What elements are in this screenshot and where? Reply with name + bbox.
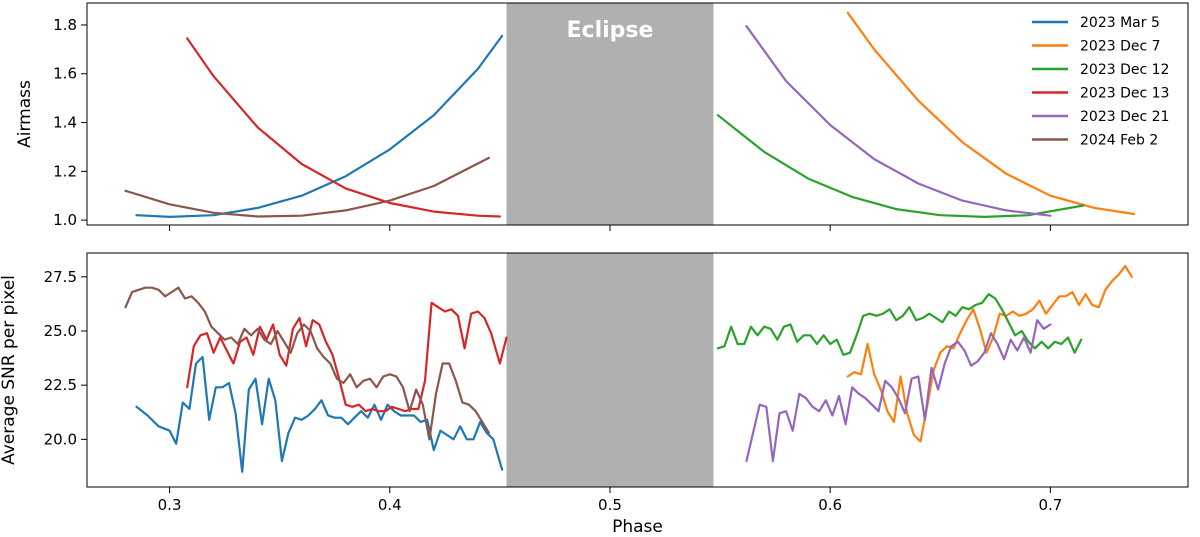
series-line-2023-dec-7: [846, 11, 1136, 216]
series-line-2023-dec-21: [745, 319, 1052, 463]
airmass-panel: 1.0 1.2 1.4 1.6 1.8: [53, 2, 1189, 231]
legend-label: 2023 Mar 5: [1080, 15, 1160, 31]
series-line-2023-mar-5: [135, 355, 504, 473]
phase-axis-label: Phase: [612, 517, 663, 537]
series-line-2023-dec-12: [716, 293, 1083, 356]
x-tick-label: 0.4: [378, 496, 402, 514]
eclipse-label: Eclipse: [567, 18, 654, 43]
eclipse-band: [506, 253, 714, 487]
series-line-2023-mar-5: [135, 34, 504, 218]
y-tick-label: 20.0: [44, 430, 77, 448]
y-tick-label: 25.0: [44, 322, 77, 340]
y-tick-label: 1.0: [53, 211, 77, 229]
plot-frame: [86, 2, 1189, 226]
legend-label: 2023 Dec 7: [1080, 39, 1161, 55]
series-line-2023-dec-13: [186, 37, 501, 218]
legend-label: 2023 Dec 13: [1080, 86, 1169, 102]
eclipse-band: [506, 3, 714, 225]
y-tick-label: 27.5: [44, 268, 77, 286]
x-tick-label: 0.7: [1038, 496, 1062, 514]
series-line-2024-feb-2: [124, 156, 490, 218]
legend-label: 2023 Dec 21: [1080, 109, 1169, 125]
y-tick-label: 1.2: [53, 162, 77, 180]
snr-axis-label: Average SNR per pixel: [0, 275, 19, 465]
snr-panel: 20.0 22.5 25.0 27.5 0.3 0.4 0.5 0.6 0.7: [44, 252, 1189, 514]
series-line-2023-dec-21: [745, 25, 1052, 217]
x-tick-label: 0.6: [818, 496, 842, 514]
legend: 2023 Mar 5 2023 Dec 7 2023 Dec 12 2023 Dec …: [1032, 15, 1169, 149]
legend-label: 2023 Dec 12: [1080, 62, 1169, 78]
y-tick-label: 22.5: [44, 376, 77, 394]
x-tick-label: 0.5: [598, 496, 622, 514]
series-line-2023-dec-13: [186, 301, 508, 413]
series-line-2023-dec-7: [846, 264, 1133, 443]
series-line-2023-dec-12: [716, 114, 1085, 218]
plot-frame: [86, 252, 1189, 488]
series-line-2024-feb-2: [124, 286, 490, 441]
legend-label: 2024 Feb 2: [1080, 133, 1158, 149]
airmass-axis-label: Airmass: [15, 80, 35, 148]
y-tick-label: 1.6: [53, 65, 77, 83]
y-tick-label: 1.8: [53, 16, 77, 34]
x-tick-label: 0.3: [158, 496, 182, 514]
y-tick-label: 1.4: [53, 114, 77, 132]
